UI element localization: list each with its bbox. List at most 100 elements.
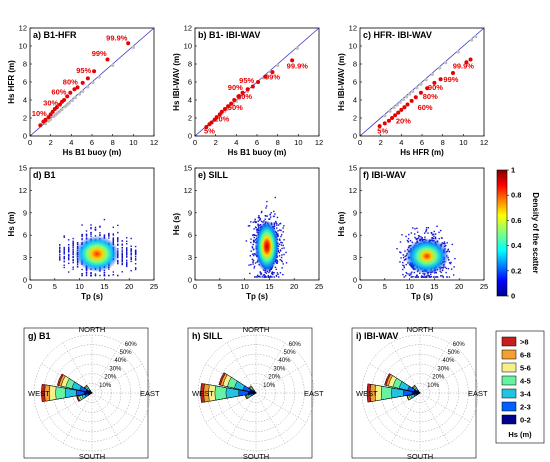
- rose-ring-label: 60%: [125, 342, 138, 348]
- grey-point: [404, 95, 409, 99]
- density-point: [424, 236, 426, 238]
- density-point: [417, 276, 419, 278]
- density-point: [63, 257, 65, 260]
- density-point: [280, 244, 283, 246]
- density-point: [275, 222, 277, 224]
- density-point: [453, 266, 455, 268]
- rose-wedge: [253, 390, 257, 394]
- data-point: [72, 87, 77, 92]
- density-point: [117, 243, 119, 246]
- density-point: [448, 258, 450, 261]
- x-tick-label: 4: [69, 138, 73, 147]
- density-point: [266, 215, 268, 217]
- density-point: [261, 276, 264, 278]
- grey-point: [411, 89, 415, 94]
- density-point: [134, 255, 137, 258]
- density-point: [273, 210, 275, 213]
- density-point: [270, 212, 272, 214]
- density-point: [450, 261, 452, 264]
- y-axis-label: Hs IBI-WAV (m): [172, 53, 181, 111]
- density-point: [130, 245, 132, 247]
- data-point: [413, 95, 418, 100]
- density-point: [90, 224, 92, 226]
- density-point: [121, 255, 123, 257]
- density-point: [256, 274, 259, 277]
- y-tick-label: 8: [188, 60, 192, 69]
- density-point: [81, 238, 83, 241]
- density-point: [76, 243, 79, 245]
- density-point: [399, 261, 401, 263]
- density-point: [411, 241, 413, 243]
- x-tick-label: 20: [455, 282, 463, 291]
- density-point: [59, 246, 61, 249]
- density-point: [427, 232, 429, 234]
- density-point: [418, 235, 421, 237]
- legend-label: 5-6: [520, 364, 531, 373]
- density-point: [112, 238, 115, 240]
- rose-spoke: [91, 363, 143, 394]
- density-point: [126, 237, 128, 239]
- data-point: [105, 57, 110, 62]
- density-point: [281, 242, 283, 244]
- density-point: [277, 224, 280, 226]
- data-point: [432, 80, 437, 85]
- percentile-label: 60%: [51, 88, 66, 97]
- y-tick-label: 2: [353, 114, 357, 123]
- density-point: [112, 234, 115, 236]
- density-point: [126, 249, 128, 252]
- percentile-label: 5%: [204, 126, 215, 135]
- x-tick-label: 8: [276, 138, 280, 147]
- y-tick-label: 6: [353, 231, 357, 240]
- density-point: [278, 255, 281, 257]
- data-point: [396, 110, 401, 115]
- grey-point: [419, 82, 423, 86]
- density-point: [126, 253, 128, 255]
- density-point: [130, 250, 132, 252]
- panel-title: c) HFR- IBI-WAV: [363, 30, 432, 40]
- density-point: [412, 275, 414, 278]
- y-tick-label: 4: [353, 96, 357, 105]
- density-point: [423, 232, 426, 234]
- density-point: [67, 246, 70, 248]
- density-point: [121, 260, 123, 262]
- density-point: [263, 274, 266, 276]
- density-point: [94, 229, 97, 231]
- rose-ring-label: 40%: [278, 358, 291, 364]
- data-point: [263, 74, 268, 79]
- density-point: [90, 227, 92, 230]
- density-point: [442, 276, 445, 278]
- density-point: [245, 240, 248, 242]
- density-point: [259, 224, 261, 227]
- data-point: [209, 120, 214, 125]
- density-point: [130, 258, 132, 261]
- data-point: [409, 98, 414, 103]
- rose-spoke: [91, 392, 143, 423]
- density-point: [121, 254, 123, 256]
- data-point: [393, 113, 398, 118]
- x-tick-label: 10: [75, 282, 83, 291]
- density-point: [121, 259, 123, 262]
- density-point: [268, 276, 270, 278]
- density-point: [427, 274, 429, 277]
- y-tick-label: 15: [184, 164, 192, 173]
- data-point: [126, 41, 131, 46]
- density-point: [410, 273, 412, 276]
- density-point: [85, 236, 88, 238]
- density-point: [260, 220, 263, 223]
- density-point: [445, 267, 448, 270]
- data-point: [245, 87, 250, 92]
- percentile-label: 20%: [396, 116, 411, 125]
- colorbar-tick-label: 0.2: [511, 266, 521, 275]
- y-tick-label: 8: [23, 60, 27, 69]
- density-point: [72, 253, 74, 256]
- density-point: [63, 246, 65, 249]
- density-point: [63, 253, 65, 255]
- density-point: [283, 253, 285, 256]
- density-point: [402, 261, 404, 264]
- density-point: [267, 274, 269, 277]
- density-point: [112, 237, 115, 239]
- density-point: [404, 258, 406, 261]
- density-point: [414, 236, 416, 239]
- density-point: [103, 218, 106, 221]
- density-point: [63, 260, 65, 263]
